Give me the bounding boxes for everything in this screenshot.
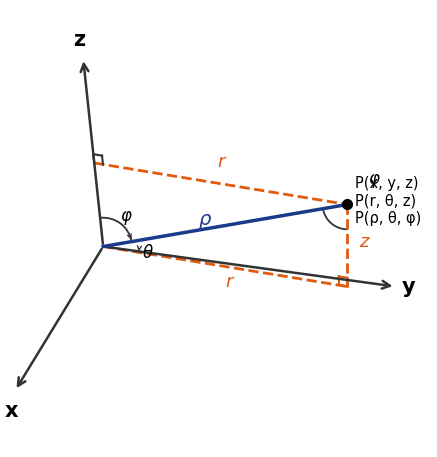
Text: φ: φ <box>368 170 380 188</box>
Text: x: x <box>4 401 18 420</box>
Text: P(ρ, θ, φ): P(ρ, θ, φ) <box>354 211 421 226</box>
Text: z: z <box>359 233 368 250</box>
Text: r: r <box>225 273 233 291</box>
Text: φ: φ <box>120 207 132 225</box>
Text: r: r <box>217 153 225 171</box>
Text: θ: θ <box>142 244 153 262</box>
Text: ρ: ρ <box>199 210 212 229</box>
Text: z: z <box>73 30 85 50</box>
Text: P(x, y, z): P(x, y, z) <box>354 176 418 191</box>
Text: y: y <box>402 276 415 297</box>
Text: P(r, θ, z): P(r, θ, z) <box>354 193 416 208</box>
